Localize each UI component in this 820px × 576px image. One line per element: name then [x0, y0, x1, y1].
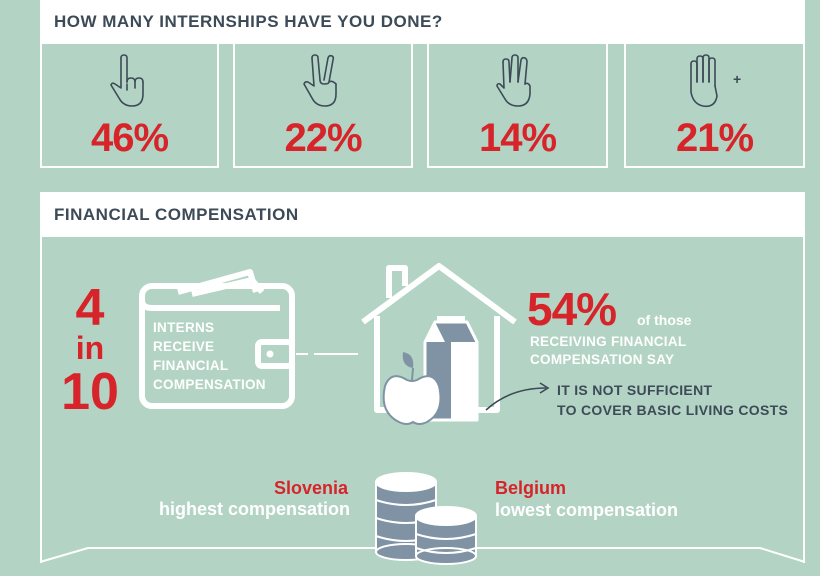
- internship-card-4: + 21%: [624, 44, 805, 168]
- one-finger-hand-icon: [109, 54, 144, 107]
- three-fingers-hand-icon: [495, 54, 531, 107]
- coin-stacks-icon: [375, 472, 477, 565]
- ratio-stat: 4 in 10: [60, 282, 120, 418]
- wallet-caption-line: RECEIVE: [153, 339, 215, 354]
- lowest-country: Belgium: [495, 478, 567, 498]
- internship-percentage: 14%: [478, 116, 557, 160]
- insufficient-caption-line: IT IS NOT SUFFICIENT: [557, 382, 713, 398]
- receiving-caption: RECEIVING FINANCIAL COMPENSATION SAY: [530, 333, 686, 369]
- internship-card-1: 46%: [40, 44, 219, 168]
- wallet-caption-line: COMPENSATION: [153, 377, 266, 392]
- insufficient-stat-suffix: of those: [637, 312, 692, 328]
- wallet-caption-line: FINANCIAL: [153, 358, 229, 373]
- ratio-word: in: [75, 330, 105, 366]
- ratio-denominator: 10: [61, 363, 119, 421]
- internship-percentage: 21%: [675, 116, 754, 160]
- internships-heading-text: HOW MANY INTERNSHIPS HAVE YOU DONE?: [54, 12, 443, 31]
- ratio-numerator: 4: [75, 279, 105, 337]
- internship-percentage: 46%: [90, 116, 169, 160]
- insufficient-stat-value: 54%: [527, 283, 617, 335]
- wallet-icon: [139, 269, 358, 409]
- internship-card-2: 22%: [233, 44, 413, 168]
- insufficient-caption-line: TO COVER BASIC LIVING COSTS: [557, 402, 789, 418]
- two-fingers-hand-icon: [303, 54, 337, 107]
- house-icon: [361, 263, 517, 425]
- lowest-label: lowest compensation: [495, 500, 679, 520]
- highest-label: highest compensation: [158, 499, 350, 519]
- receiving-caption-line: RECEIVING FINANCIAL: [530, 334, 687, 349]
- highest-country: Slovenia: [273, 478, 348, 498]
- internships-heading: HOW MANY INTERNSHIPS HAVE YOU DONE?: [40, 0, 805, 44]
- plus-sign: +: [733, 71, 741, 87]
- curved-arrow-icon: [485, 382, 550, 411]
- compensation-frame: [40, 237, 805, 563]
- wallet-caption: INTERNS RECEIVE FINANCIAL COMPENSATION: [153, 318, 266, 394]
- wallet-caption-line: INTERNS: [153, 320, 215, 335]
- compensation-heading-text: FINANCIAL COMPENSATION: [54, 204, 299, 224]
- internship-percentage: 22%: [284, 116, 362, 160]
- four-fingers-hand-icon: +: [689, 54, 741, 108]
- receiving-caption-line: COMPENSATION SAY: [530, 352, 675, 367]
- internship-card-3: 14%: [427, 44, 608, 168]
- apple-icon: [382, 352, 442, 425]
- insufficient-caption: IT IS NOT SUFFICIENT TO COVER BASIC LIVI…: [557, 380, 788, 420]
- compensation-heading: FINANCIAL COMPENSATION: [40, 192, 805, 237]
